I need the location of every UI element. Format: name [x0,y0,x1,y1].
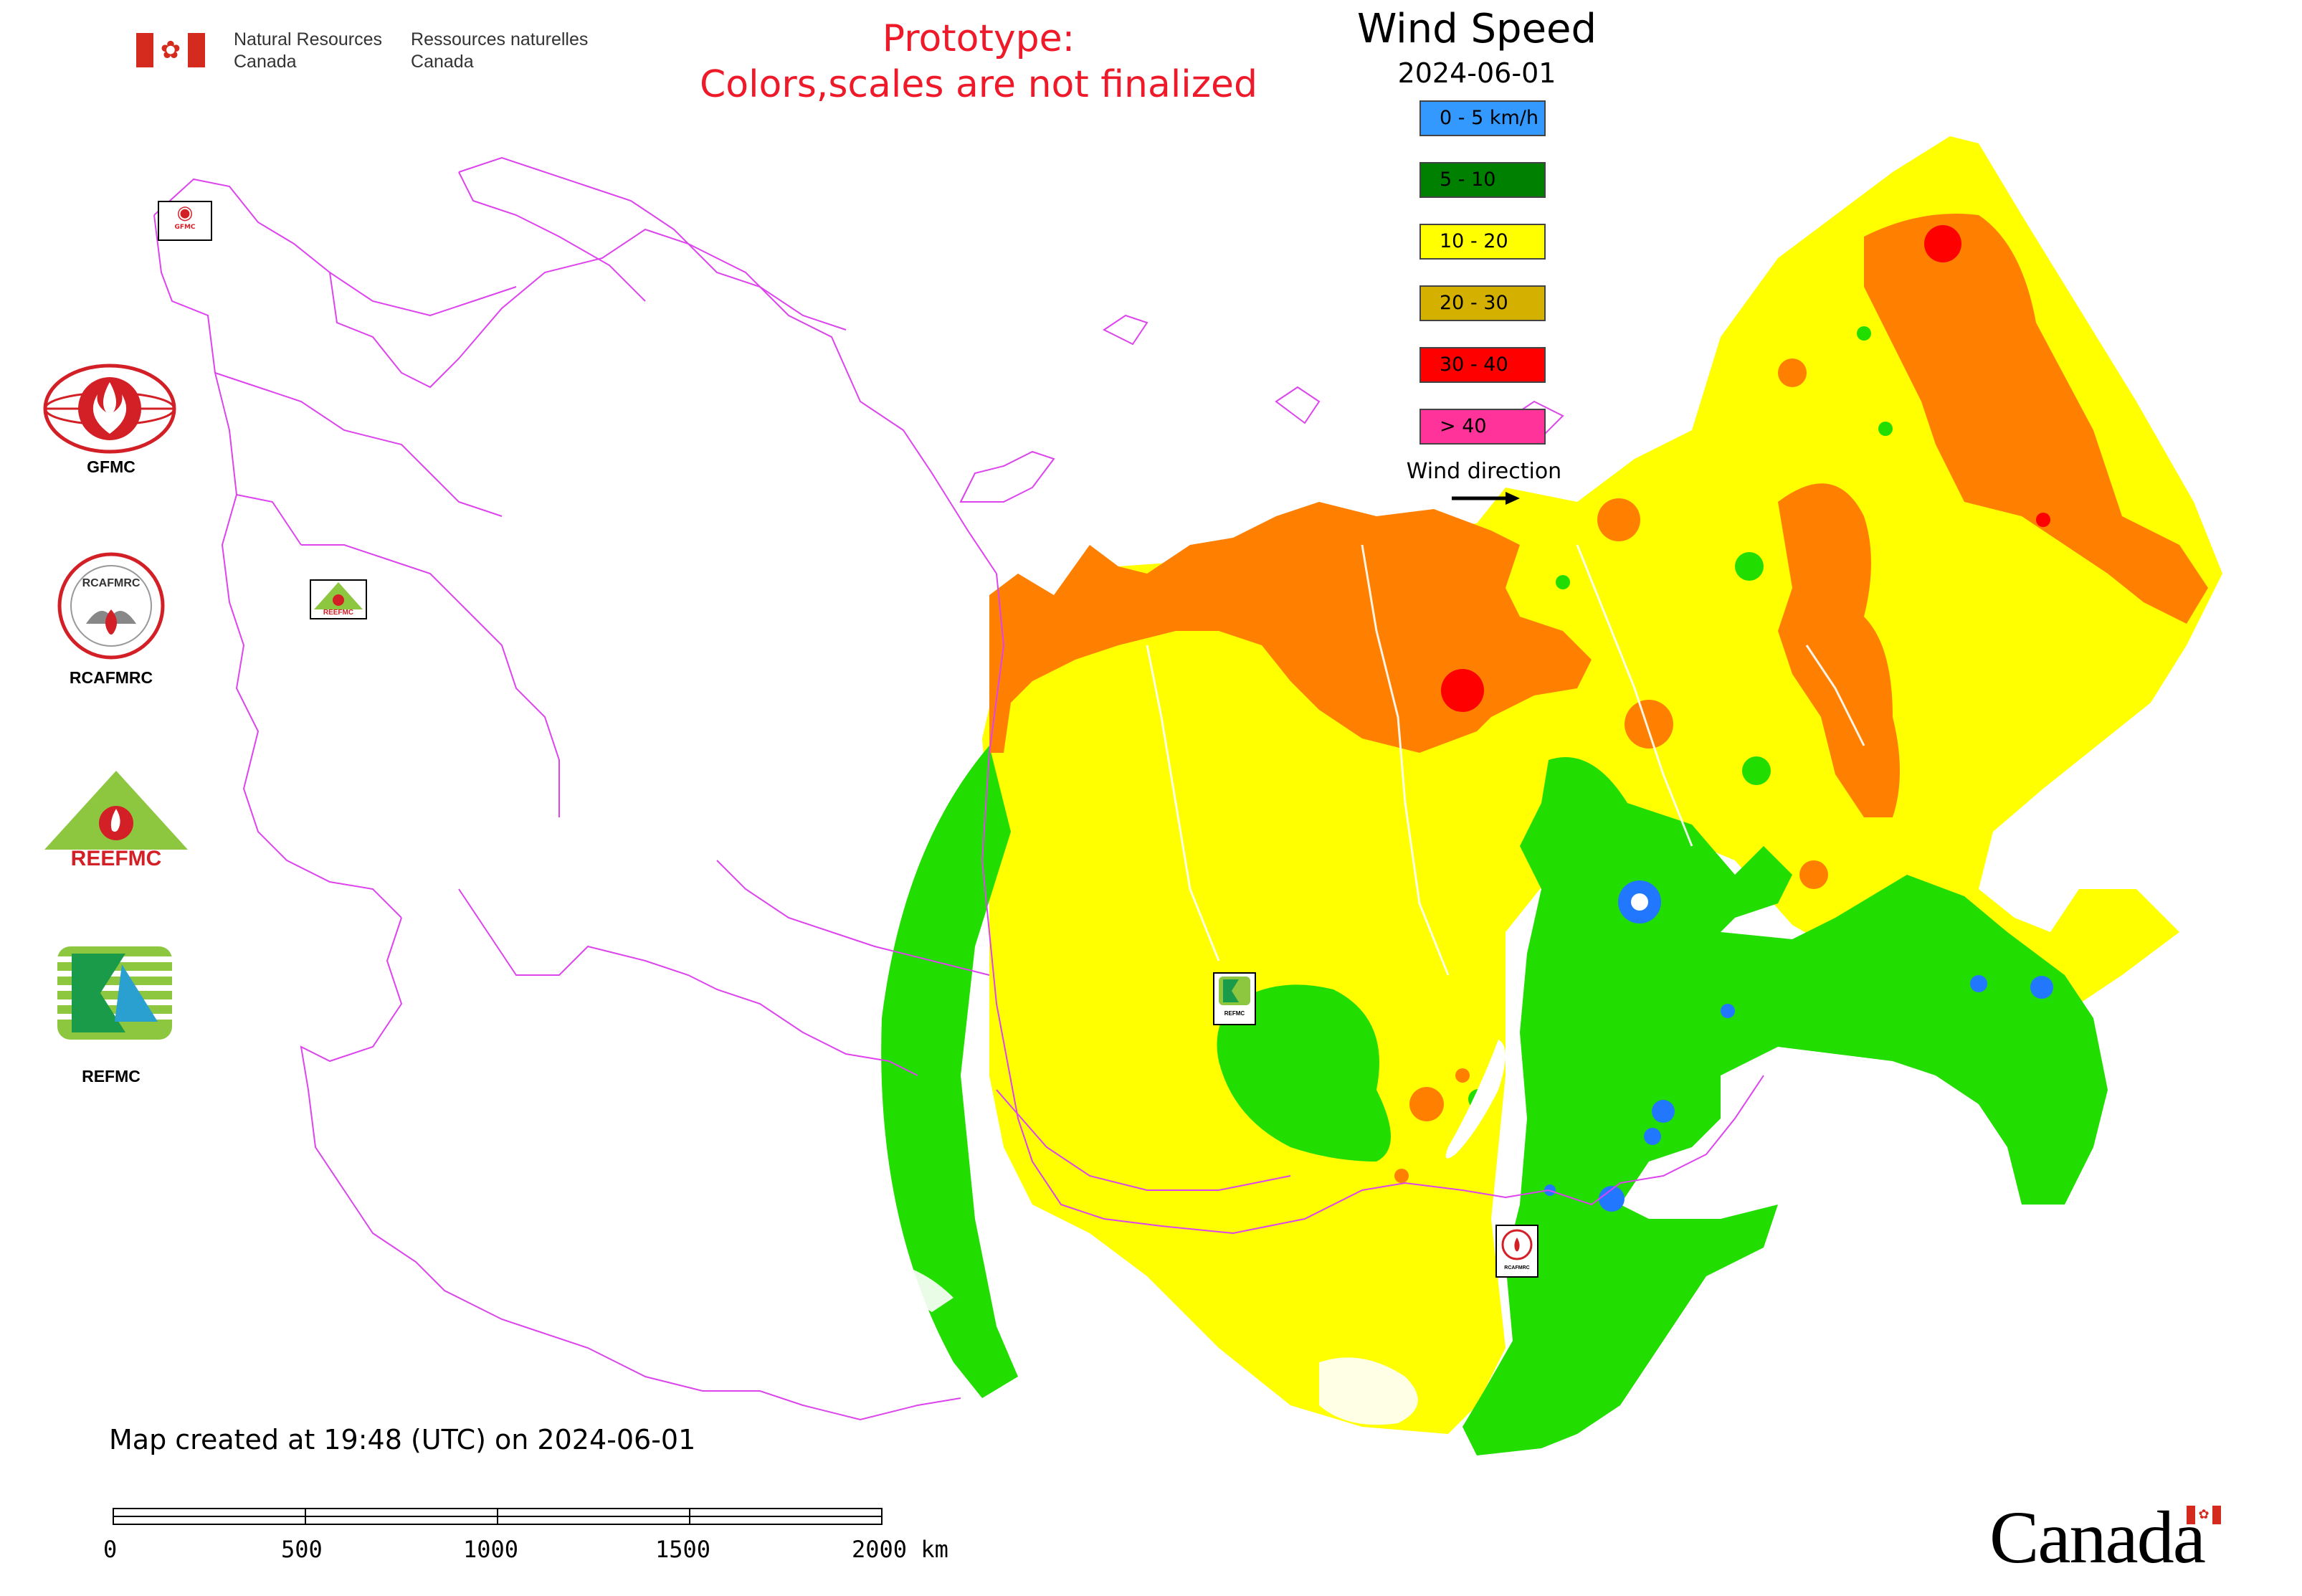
wind-direction-label: Wind direction [1406,459,1562,484]
rcafmrc-marker-icon: RCAFMRC [1501,1229,1533,1270]
wind-spot-20-30 [1409,1087,1444,1121]
scale-label-500: 500 [281,1536,323,1563]
wind-spot-0-5 [1970,975,1987,992]
wind-spot-30-40 [1441,669,1484,712]
dept-fr-line2: Canada [411,52,474,72]
dept-fr-line1: Ressources naturelles [411,29,589,49]
fire-icon: ◉ [176,202,194,224]
legend-swatch-over-40: > 40 [1419,409,1546,445]
gfmc-logo-icon [43,364,176,454]
dept-en-line2: Canada [234,52,297,72]
refmc-label: REFMC [82,1067,141,1086]
legend-label: 20 - 30 [1440,292,1508,314]
legend-swatch-0-5: 0 - 5 km/h [1419,100,1546,136]
wind-spot-20-30 [1625,700,1673,749]
gfmc-label: GFMC [87,457,135,476]
legend-label: 10 - 20 [1440,230,1508,252]
scale-label-0: 0 [103,1536,118,1563]
scale-label-1000: 1000 [463,1536,519,1563]
wind-spot-20-30 [1778,358,1807,387]
rcafmrc-marker-label: RCAFMRC [1504,1265,1529,1270]
reefmc-logo-icon: REEFMC [44,771,188,868]
land-cover-patch [889,1262,953,1312]
wind-zone-20-30-northeast [1864,214,2208,624]
refmc-map-marker: REFMC [1213,972,1256,1025]
wind-zone-5-10-west [881,746,1018,1398]
wind-spot-0-5 [1652,1100,1675,1123]
wind-spot-5-10 [1878,422,1893,436]
rcafmrc-label: RCAFMRC [69,668,153,687]
rcafmrc-logo-icon: RCAFMRC [57,552,165,660]
prototype-notice: Prototype: Colors,scales are not finaliz… [645,16,1312,108]
wind-spot-0-5 [2030,976,2053,999]
dept-name-fr: Ressources naturelles Canada [411,29,588,73]
reefmc-map-marker: REEFMC [310,579,367,619]
reefmc-marker-icon: REEFMC [314,582,363,617]
legend-date: 2024-06-01 [1397,57,1556,89]
refmc-marker-label: REFMC [1224,1010,1245,1017]
gfmc-map-marker: ◉ GFMC [158,201,212,241]
refmc-logo-icon [57,946,172,1040]
canada-wordmark-text: Canada [1989,1496,2206,1579]
rcafmrc-logo-text: RCAFMRC [82,577,141,589]
legend-swatch-20-30: 20 - 30 [1419,285,1546,321]
canada-flag-icon: ✿ [136,33,205,67]
dept-en-line1: Natural Resources [234,29,383,49]
wind-spot-5-10 [1857,326,1871,341]
rivers [1146,544,1865,976]
wind-spot-0-5 [1721,1004,1735,1018]
wind-zone-20-30-mideast [1778,483,1900,817]
legend-label: > 40 [1440,415,1487,437]
reefmc-marker-label: REEFMC [323,609,353,615]
prototype-line1: Prototype: [882,17,1075,60]
legend-label: 5 - 10 [1440,168,1496,191]
wind-spot-20-30 [1799,860,1828,889]
wind-spot-20-30 [1597,498,1640,541]
dept-name-en: Natural Resources Canada [234,29,382,73]
wind-zone-20-30-north [989,502,1592,753]
legend-swatch-10-20: 10 - 20 [1419,224,1546,260]
legend-label: 30 - 40 [1440,353,1508,376]
legend-swatch-30-40: 30 - 40 [1419,347,1546,383]
wind-direction-arrow-icon [1452,492,1520,505]
gfmc-marker-label: GFMC [174,224,196,231]
legend-swatch-5-10: 5 - 10 [1419,162,1546,198]
nrcan-signature: ✿ Natural Resources Canada Ressources na… [136,29,588,73]
wind-zone-5-10-east [1462,757,2108,1455]
wordmark-flag-icon: ✿ [2187,1506,2221,1524]
wind-spot-5-10 [1742,756,1771,785]
legend-title: Wind Speed [1356,6,1597,52]
scale-bar [113,1508,883,1525]
wind-spot-5-10 [1556,575,1570,589]
canada-wordmark: Canada [1989,1495,2206,1580]
wind-spot-0-5 [1599,1186,1625,1212]
scale-label-2000-km: 2000 km [852,1536,948,1563]
prototype-line2: Colors,scales are not finalized [699,63,1258,106]
wind-spot-30-40 [1924,225,1961,262]
admin-borders [153,156,1764,1421]
land-cover-patch [1319,1357,1418,1425]
wind-spot-20-30 [1455,1068,1470,1083]
rcafmrc-map-marker: RCAFMRC [1495,1225,1538,1278]
scale-label-1500: 1500 [655,1536,711,1563]
map-created-note: Map created at 19:48 (UTC) on 2024-06-01 [109,1424,696,1455]
wind-zone-5-10-center [1217,984,1391,1162]
reefmc-logo-text: REEFMC [71,847,162,868]
wind-spot-5-10 [1735,552,1764,581]
refmc-marker-icon: REFMC [1219,977,1250,1017]
wind-spot-20-30 [1394,1169,1409,1183]
legend-label: 0 - 5 km/h [1440,107,1538,129]
wind-spot-0-5 [1644,1128,1661,1145]
lake-baikal [1445,1040,1506,1159]
wind-spot-0-5 [1631,893,1648,911]
wind-spot-30-40 [2036,513,2050,527]
